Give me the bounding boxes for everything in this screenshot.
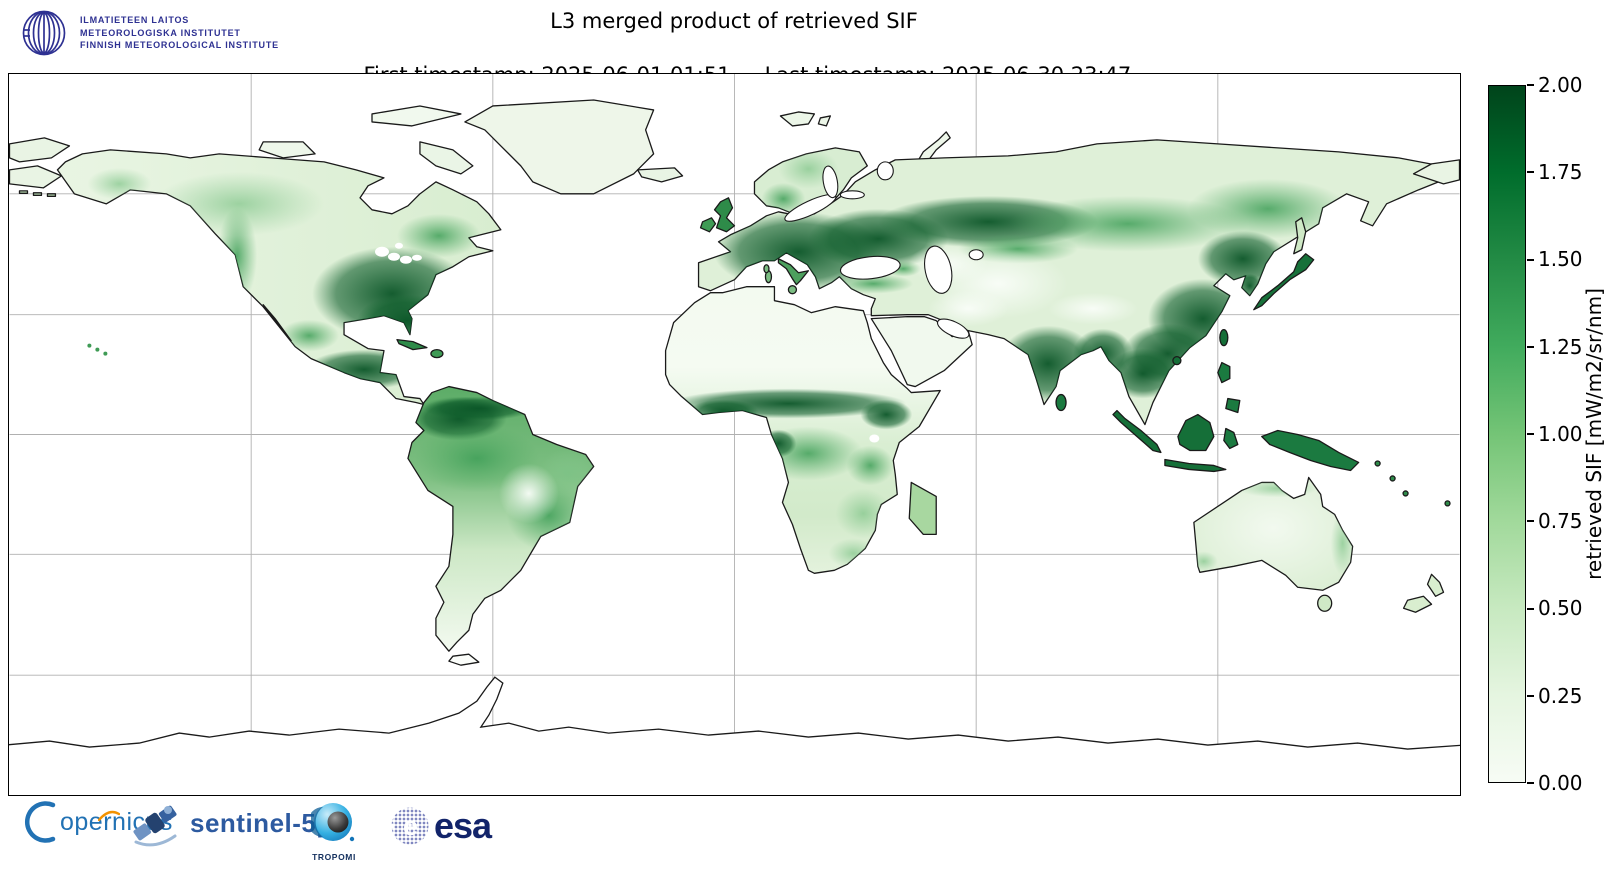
esa-logo: e esa [386, 804, 492, 848]
sentinel5p-label: sentinel-5p [190, 807, 333, 838]
lake-victoria [869, 434, 880, 443]
sakhalin [1293, 217, 1307, 255]
fmi-globe-icon [22, 10, 66, 56]
esa-label: esa [434, 805, 492, 846]
cbar-tick-025: 0.25 [1538, 684, 1583, 708]
sentinel5p-satellite-icon [133, 805, 177, 847]
svg-text:e: e [403, 811, 418, 841]
new-zealand-south [1402, 595, 1433, 613]
great-lakes [374, 242, 422, 264]
greenland [464, 99, 655, 195]
tropomi-logo: TROPOMI [308, 801, 360, 862]
map-inland-seas [374, 161, 984, 443]
cbar-tick-100: 1.00 [1538, 422, 1583, 446]
sulawesi [1223, 427, 1239, 450]
sumatra [1112, 409, 1162, 454]
cbar-tick-150: 1.50 [1538, 247, 1583, 271]
hispaniola [430, 348, 444, 359]
cbar-tick-200: 2.00 [1538, 73, 1583, 97]
white-sea [876, 161, 894, 181]
aral-sea [968, 249, 984, 261]
cuba [396, 338, 428, 351]
persian-gulf [936, 318, 970, 339]
world-sif-map [9, 74, 1460, 795]
black-sea [839, 255, 901, 280]
java [1164, 458, 1227, 473]
japan [1253, 253, 1315, 311]
fmi-line-sv: METEOROLOGISKA INSTITUTET [80, 27, 241, 38]
mindanao [1225, 397, 1241, 414]
world-map-panel [8, 73, 1461, 796]
copernicus-crescent-icon [25, 801, 56, 843]
fmi-institute-name: ILMATIETEEN LAITOS METEOROLOGISKA INSTIT… [80, 14, 279, 52]
cbar-tick-050: 0.50 [1538, 596, 1583, 620]
fmi-line-fi: ILMATIETEEN LAITOS [80, 15, 190, 26]
cbar-tick-125: 1.25 [1538, 335, 1583, 359]
cbar-tick-175: 1.75 [1538, 160, 1583, 184]
great-britain [713, 197, 736, 233]
madagascar [908, 481, 937, 536]
tasmania [1317, 594, 1333, 612]
tropomi-icon [308, 803, 355, 842]
figure-title: L3 merged product of retrieved SIF [550, 9, 918, 33]
sri-lanka [1055, 393, 1067, 412]
borneo [1177, 413, 1215, 452]
copernicus-orbit-icon [98, 810, 120, 822]
caspian-sea [924, 245, 953, 294]
luzon [1217, 361, 1231, 384]
italy [777, 258, 810, 286]
colorbar [1488, 85, 1526, 783]
tropomi-label: TROPOMI [312, 852, 356, 862]
fmi-logo-block: ILMATIETEEN LAITOS METEOROLOGISKA INSTIT… [22, 10, 279, 56]
taiwan [1219, 328, 1229, 347]
gulf-of-bothnia [822, 165, 839, 199]
antarctica [9, 676, 1460, 795]
colorbar-axis-label: retrieved SIF [mW/m2/sr/nm] [1582, 288, 1606, 580]
new-zealand-north [1426, 573, 1445, 597]
esa-dotted-globe-icon: e [389, 807, 429, 845]
arabia [870, 316, 973, 388]
cbar-tick-075: 0.75 [1538, 509, 1583, 533]
ireland [699, 217, 717, 233]
hainan [1172, 355, 1182, 366]
sentinel5p-logo: sentinel-5p [128, 794, 333, 852]
fmi-line-en: FINNISH METEOROLOGICAL INSTITUTE [80, 40, 279, 51]
iceland [636, 167, 684, 183]
cbar-tick-000: 0.00 [1538, 771, 1583, 795]
new-guinea [1261, 429, 1360, 472]
gulf-of-finland [839, 190, 865, 200]
